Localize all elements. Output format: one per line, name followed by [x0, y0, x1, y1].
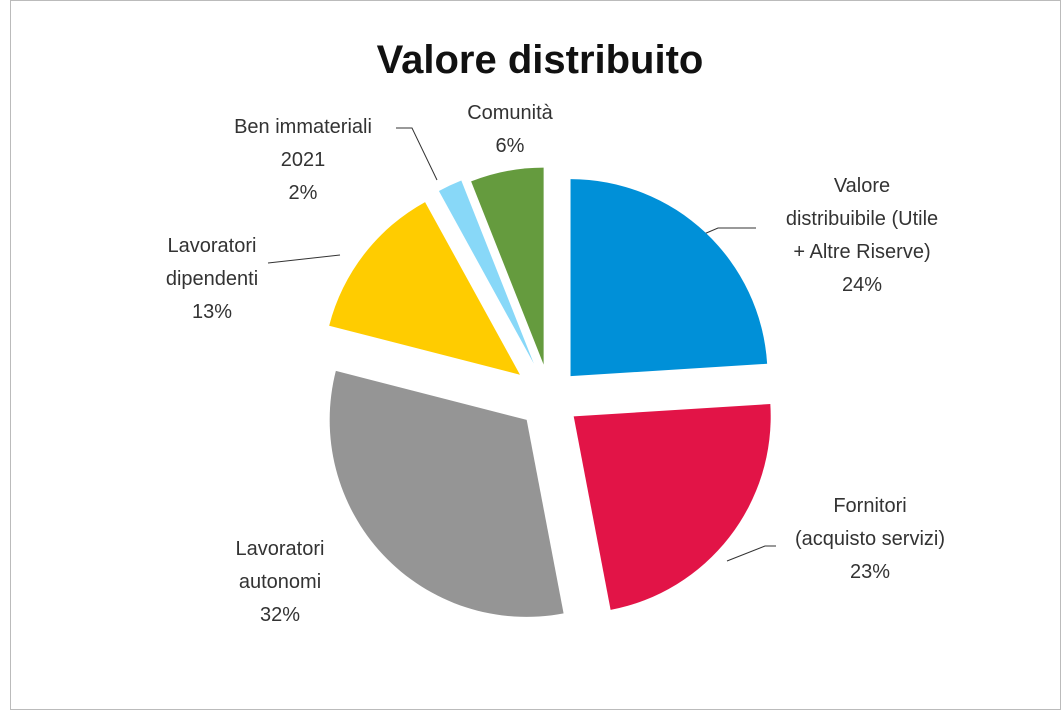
value-label: 2% [288, 182, 318, 204]
pie-slice [329, 202, 520, 375]
category-label: Lavoratori dipendenti [165, 235, 259, 290]
pie-slice [438, 180, 534, 364]
value-label: 24% [841, 274, 883, 296]
value-label: 6% [495, 135, 525, 157]
data-label: Lavoratori autonomi 32% [236, 533, 325, 632]
category-label: Ben immateriali 2021 [234, 116, 372, 171]
leader-line [726, 545, 776, 562]
data-label: Valore distribuibile (Utile + Altre Rise… [786, 170, 938, 302]
value-label: 23% [849, 561, 891, 583]
category-label: Comunità [467, 102, 553, 124]
pie-slice [573, 404, 771, 610]
chart-title: Valore distribuito [376, 38, 704, 82]
data-label: Fornitori (acquisto servizi) 23% [795, 490, 945, 589]
category-label: Valore distribuibile (Utile + Altre Rise… [785, 175, 939, 263]
data-label: Comunità 6% [467, 97, 553, 163]
category-label: Lavoratori autonomi [235, 538, 325, 593]
pie-slice [570, 179, 768, 377]
leader-line [396, 127, 438, 181]
pie-slice [329, 370, 564, 617]
category-label: Fornitori (acquisto servizi) [794, 495, 946, 550]
leader-line [703, 227, 756, 235]
data-label: Lavoratori dipendenti 13% [166, 230, 258, 329]
leader-line [267, 254, 341, 264]
value-label: 13% [191, 301, 233, 323]
value-label: 32% [259, 604, 301, 626]
data-label: Ben immateriali 2021 2% [234, 111, 372, 210]
leader-lines [267, 127, 776, 562]
pie-slice [471, 167, 544, 365]
